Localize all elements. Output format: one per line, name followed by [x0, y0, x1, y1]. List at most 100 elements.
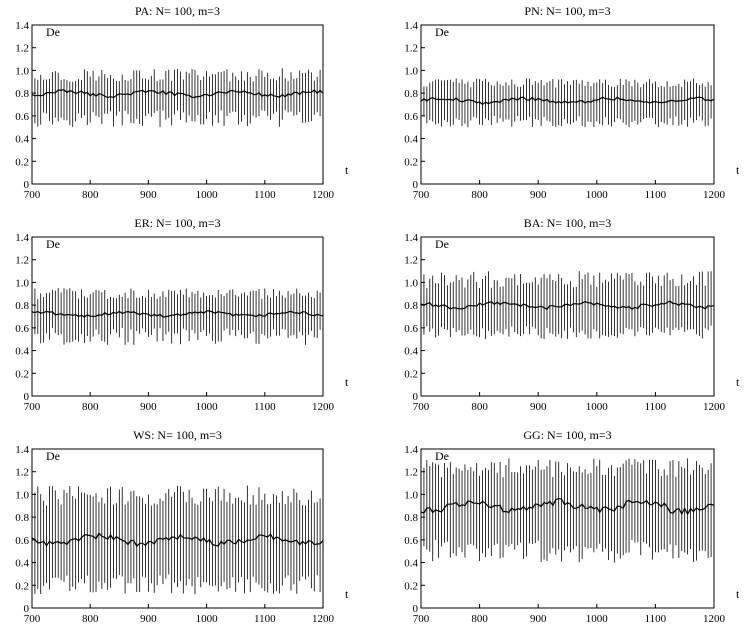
chart-panel: BA: N= 100, m=3 De t 0 0.2 0.4 0.6 0.8 1.0 1.2 1.4… [404, 216, 740, 413]
x-tick-label: 700 [24, 189, 41, 201]
x-tick-label: 1000 [196, 613, 219, 625]
y-axis-label: De [46, 449, 60, 463]
y-tick-label: 0 [24, 179, 30, 191]
y-tick-label: 1.0 [15, 65, 29, 77]
y-tick-label: 0.6 [15, 535, 29, 547]
series-spikes [420, 458, 715, 563]
y-axis-label: De [46, 237, 60, 251]
x-tick-label: 700 [413, 189, 430, 201]
y-tick-label: 0.6 [404, 323, 418, 335]
chart-title: PA: N= 100, m=3 [135, 4, 220, 18]
y-axis-label: De [435, 25, 449, 39]
x-tick-label: 1100 [254, 401, 276, 413]
x-tick-label: 800 [471, 401, 488, 413]
y-tick-label: 0.4 [15, 346, 29, 358]
x-tick-label: 800 [82, 189, 99, 201]
y-tick-label: 1.2 [15, 467, 29, 479]
x-tick-label: 700 [24, 613, 41, 625]
x-tick-label: 1200 [312, 401, 335, 413]
chart-title: BA: N= 100, m=3 [524, 216, 612, 230]
x-tick-label: 900 [140, 613, 157, 625]
x-axis-label: t [736, 163, 740, 177]
y-tick-label: 0 [413, 179, 419, 191]
x-tick-label: 700 [413, 613, 430, 625]
y-axis-label: De [46, 25, 60, 39]
y-tick-label: 0.6 [404, 111, 418, 123]
x-tick-label: 1000 [196, 189, 219, 201]
y-tick-label: 1.4 [15, 232, 29, 244]
y-tick-label: 0.2 [15, 368, 29, 380]
series-spikes [420, 271, 715, 340]
y-tick-label: 0.8 [15, 88, 29, 100]
series-mean-line [31, 532, 324, 548]
series-mean-line [31, 89, 324, 99]
y-tick-label: 1.0 [15, 277, 29, 289]
x-axis-label: t [736, 587, 740, 601]
y-tick-label: 0.8 [15, 512, 29, 524]
x-tick-label: 1100 [645, 189, 667, 201]
series-spikes [420, 78, 715, 128]
y-tick-label: 0.6 [15, 323, 29, 335]
y-tick-label: 0.2 [15, 156, 29, 168]
x-tick-label: 1000 [586, 401, 609, 413]
chart-panel: PA: N= 100, m=3 De t 0 0.2 0.4 0.6 0.8 1.0 1.2 1.4… [15, 4, 349, 201]
chart-title: WS: N= 100, m=3 [133, 428, 222, 442]
chart-panel: GG: N= 100, m=3 De t 0 0.2 0.4 0.6 0.8 1.0 1.2 1.4… [404, 428, 740, 625]
y-tick-label: 0.4 [404, 558, 418, 570]
y-tick-label: 1.4 [404, 20, 418, 32]
y-tick-label: 0.8 [404, 300, 418, 312]
x-tick-label: 1000 [586, 189, 609, 201]
y-tick-label: 0.4 [15, 558, 29, 570]
series-mean-line [420, 96, 715, 106]
y-tick-label: 1.4 [15, 20, 29, 32]
x-tick-label: 1100 [254, 613, 276, 625]
x-tick-label: 1200 [703, 613, 726, 625]
y-tick-label: 0.8 [404, 88, 418, 100]
x-axis-label: t [345, 375, 349, 389]
x-axis-label: t [736, 375, 740, 389]
y-tick-label: 1.2 [15, 43, 29, 55]
x-tick-label: 700 [413, 401, 430, 413]
y-tick-label: 1.0 [404, 489, 418, 501]
x-tick-label: 1100 [645, 613, 667, 625]
x-tick-label: 800 [82, 401, 99, 413]
y-tick-label: 0.6 [404, 535, 418, 547]
y-tick-label: 0 [24, 391, 30, 403]
y-tick-label: 0 [413, 603, 419, 615]
x-tick-label: 900 [140, 401, 157, 413]
y-tick-label: 1.4 [404, 444, 418, 456]
y-tick-label: 0.4 [404, 346, 418, 358]
y-tick-label: 1.0 [15, 489, 29, 501]
chart-panel: WS: N= 100, m=3 De t 0 0.2 0.4 0.6 0.8 1.0 1.2 1.4… [15, 428, 349, 625]
x-tick-label: 900 [140, 189, 157, 201]
x-tick-label: 1200 [703, 189, 726, 201]
y-tick-label: 0 [413, 391, 419, 403]
y-tick-label: 0.4 [15, 134, 29, 146]
x-tick-label: 800 [471, 613, 488, 625]
chart-title: ER: N= 100, m=3 [134, 216, 220, 230]
series-spikes [31, 288, 324, 345]
series-spikes [31, 485, 324, 595]
chart-title: PN: N= 100, m=3 [524, 4, 610, 18]
x-tick-label: 900 [530, 401, 547, 413]
y-tick-label: 1.4 [404, 232, 418, 244]
y-tick-label: 0.2 [404, 368, 418, 380]
y-tick-label: 0 [24, 603, 30, 615]
y-tick-label: 1.4 [15, 444, 29, 456]
y-tick-label: 0.4 [404, 134, 418, 146]
x-tick-label: 900 [530, 189, 547, 201]
series-spikes [31, 68, 324, 128]
y-tick-label: 0.2 [15, 580, 29, 592]
x-tick-label: 800 [471, 189, 488, 201]
y-tick-label: 1.2 [15, 255, 29, 267]
y-tick-label: 0.2 [404, 580, 418, 592]
y-tick-label: 0.8 [404, 512, 418, 524]
x-axis-label: t [345, 587, 349, 601]
x-tick-label: 900 [530, 613, 547, 625]
y-axis-label: De [435, 449, 449, 463]
x-tick-label: 800 [82, 613, 99, 625]
y-tick-label: 1.2 [404, 467, 418, 479]
x-tick-label: 700 [24, 401, 41, 413]
chart-panel: ER: N= 100, m=3 De t 0 0.2 0.4 0.6 0.8 1.0 1.2 1.4… [15, 216, 349, 413]
